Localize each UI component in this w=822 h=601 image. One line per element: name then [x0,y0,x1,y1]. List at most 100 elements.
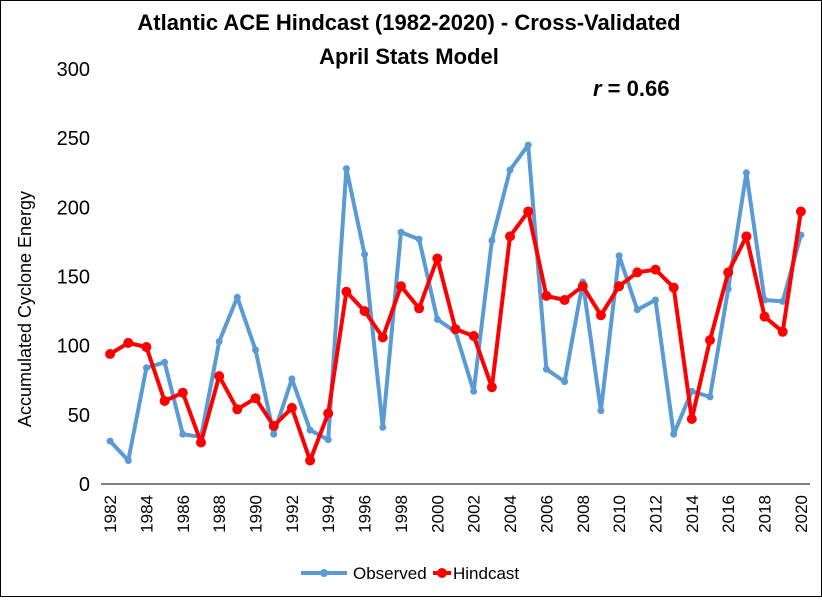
x-tick-label: 2016 [719,495,738,533]
hindcast-point [741,231,752,242]
chart-title-line1: Atlantic ACE Hindcast (1982-2020) - Cros… [137,10,680,35]
series-observed [106,141,805,464]
hindcast-point [795,206,806,217]
hindcast-point [414,303,425,314]
observed-point [506,166,514,174]
y-tick-label: 300 [57,59,90,81]
observed-point [270,430,278,438]
observed-point [342,165,350,173]
observed-point [597,407,605,415]
hindcast-point [468,331,479,341]
y-tick-label: 0 [79,474,90,496]
legend-swatch-marker [320,569,328,577]
observed-point [161,358,169,366]
correlation-annotation: r = 0.66 [593,76,669,101]
legend-label: Observed [353,564,427,583]
hindcast-point [686,414,697,424]
observed-point [706,393,714,401]
y-tick-label: 250 [57,128,90,150]
x-tick-label: 1996 [356,495,375,533]
chart-title-line2: April Stats Model [319,44,499,69]
observed-line [108,143,803,463]
x-tick-label: 2020 [792,495,811,533]
x-tick-label: 2010 [610,495,629,533]
hindcast-point [159,396,170,406]
hindcast-point [377,332,388,343]
hindcast-point [141,342,152,352]
observed-point [779,297,787,305]
legend-item-hindcast: Hindcast [433,564,519,583]
observed-point [433,315,441,323]
x-tick-label: 1986 [174,495,193,533]
hindcast-point [595,310,606,321]
hindcast-point [486,382,497,393]
observed-point [252,346,259,354]
hindcast-point [250,393,261,404]
legend-item-observed: Observed [301,564,427,583]
hindcast-point [286,402,297,413]
hindcast-point [632,267,643,278]
observed-point [215,338,223,345]
hindcast-point [323,408,334,419]
observed-point [542,365,550,373]
x-tick-label: 1994 [319,495,338,533]
hindcast-point [177,387,188,398]
observed-point [724,285,732,293]
x-tick-label: 2018 [756,495,775,533]
hindcast-point [105,349,116,359]
hindcast-point [705,335,715,346]
legend-swatch-marker [437,568,447,578]
correlation-value: = 0.66 [602,76,670,101]
hindcast-point [777,326,788,337]
observed-point [397,228,405,236]
hindcast-point [577,281,588,292]
observed-point [524,141,532,149]
x-tick-label: 1984 [137,495,156,533]
observed-point [142,364,150,372]
hindcast-point [614,281,625,292]
y-tick-label: 200 [57,197,90,219]
hindcast-point [541,290,552,301]
legend-label: Hindcast [453,564,519,583]
observed-point [306,426,314,434]
hindcast-point [759,311,770,322]
hindcast-point [359,306,370,317]
observed-point [379,423,387,431]
y-axis-label: Accumulated Cyclone Energy [15,191,35,427]
legend: Observed Hindcast [301,564,519,583]
hindcast-point [123,337,134,348]
hindcast-point [396,281,406,292]
observed-point [742,169,750,177]
observed-point [124,457,132,464]
x-tick-label: 2002 [465,495,484,533]
observed-point [615,252,623,260]
x-tick-label: 2014 [683,495,702,533]
x-tick-label: 2004 [501,495,520,533]
hindcast-point [196,437,206,448]
x-tick-label: 1998 [392,495,411,533]
series-layer [105,141,806,466]
hindcast-point [268,420,279,431]
y-tick-label: 50 [68,405,90,427]
hindcast-point [505,231,515,242]
hindcast-point [305,455,316,466]
hindcast-point [723,267,734,278]
hindcast-point [559,295,570,305]
observed-point [561,378,569,386]
hindcast-point [214,371,225,382]
x-tick-label: 1988 [210,495,229,533]
hindcast-point [650,264,661,275]
hindcast-point [232,404,243,415]
observed-point [361,250,369,258]
x-tick-label: 2006 [537,495,556,533]
hindcast-point [668,282,679,293]
y-tick-label: 150 [57,267,90,289]
x-tick-label: 2012 [646,495,665,533]
observed-point [288,375,296,383]
y-tick-label: 100 [57,336,90,358]
x-tick-label: 2000 [428,495,447,533]
hindcast-point [523,206,534,217]
observed-point [633,306,641,314]
